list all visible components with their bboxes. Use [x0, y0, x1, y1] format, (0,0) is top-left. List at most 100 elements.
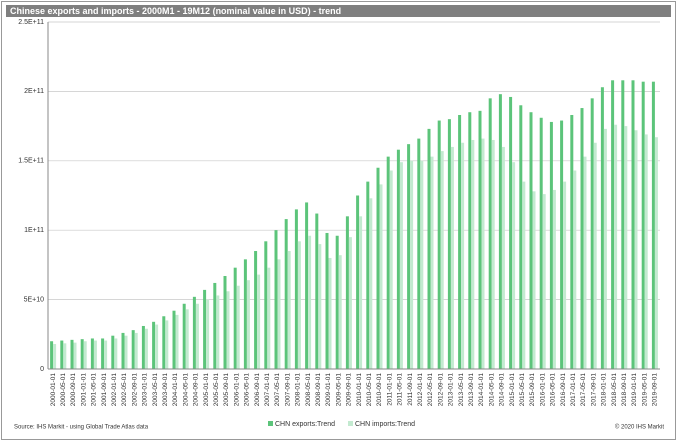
x-tick-label: 2015-01-01: [509, 373, 516, 407]
bar: [529, 112, 533, 369]
bar: [491, 139, 495, 369]
bar: [243, 259, 247, 369]
x-tick-label: 2010-09-01: [376, 373, 383, 407]
x-tick-label: 2003-05-01: [152, 373, 159, 407]
bar: [389, 170, 393, 369]
bar: [101, 338, 105, 369]
bar: [379, 184, 383, 369]
y-tick-label: 0: [40, 366, 44, 373]
bar: [192, 296, 196, 369]
legend-label: CHN imports:Trend: [355, 421, 415, 428]
bar: [501, 146, 505, 369]
x-tick-label: 2000-05-01: [60, 373, 67, 407]
bar: [366, 181, 370, 369]
bar: [461, 142, 465, 369]
bar: [287, 251, 291, 369]
x-tick-label: 2015-09-01: [529, 373, 536, 407]
copyright: © 2020 IHS Markit: [615, 424, 664, 431]
bar: [356, 195, 360, 369]
bar: [277, 259, 281, 369]
bar: [206, 299, 210, 369]
bar: [631, 80, 635, 370]
bar: [246, 280, 250, 369]
x-tick-label: 2010-01-01: [356, 373, 363, 407]
bar: [257, 274, 261, 369]
x-tick-label: 2009-05-01: [335, 373, 342, 407]
x-tick-label: 2002-09-01: [131, 373, 138, 407]
bar: [233, 267, 237, 369]
bar: [308, 235, 312, 369]
x-tick-label: 2004-01-01: [172, 373, 179, 407]
bar: [223, 276, 227, 369]
x-tick-label: 2011-01-01: [386, 373, 393, 406]
x-tick-label: 2012-09-01: [437, 373, 444, 407]
bar: [634, 130, 638, 369]
bar: [111, 335, 115, 369]
bar: [213, 282, 217, 369]
y-tick-label: 2.5E+11: [18, 19, 44, 26]
bar: [542, 194, 546, 369]
x-tick-label: 2001-01-01: [80, 373, 87, 407]
bar: [532, 191, 536, 369]
bar: [53, 344, 57, 369]
bar: [593, 142, 597, 369]
x-tick-label: 2013-05-01: [458, 373, 465, 407]
bar: [410, 160, 414, 369]
legend-swatch: [348, 421, 353, 426]
bar: [80, 339, 84, 369]
bar: [104, 340, 108, 369]
x-tick-label: 2006-05-01: [244, 373, 251, 407]
bar: [644, 134, 648, 369]
x-tick-label: 2016-05-01: [550, 373, 557, 407]
bar: [226, 291, 230, 369]
x-tick-label: 2018-05-01: [611, 373, 618, 407]
bar: [522, 181, 526, 369]
bar: [590, 98, 594, 369]
x-tick-label: 2019-01-01: [631, 373, 638, 407]
x-tick-label: 2002-01-01: [111, 373, 118, 407]
bar: [471, 139, 475, 369]
bar: [570, 114, 574, 369]
bar: [60, 340, 64, 369]
bar: [162, 316, 166, 369]
bar: [254, 251, 258, 369]
x-tick-label: 2003-01-01: [142, 373, 149, 407]
bar: [427, 128, 431, 369]
bar: [539, 117, 543, 369]
bar: [447, 119, 451, 369]
bar: [488, 98, 492, 369]
y-tick-label: 2E+11: [24, 88, 44, 95]
legend-label: CHN exports:Trend: [275, 421, 335, 428]
bar: [50, 341, 54, 369]
x-tick-label: 2010-05-01: [366, 373, 373, 407]
bar: [611, 80, 615, 370]
bar: [141, 325, 145, 369]
bar: [73, 342, 77, 369]
bar: [440, 151, 444, 369]
y-tick-label: 1.5E+11: [18, 158, 44, 165]
bar: [437, 120, 441, 369]
bar: [420, 160, 424, 369]
x-tick-label: 2017-01-01: [570, 373, 577, 407]
bar: [318, 244, 322, 369]
bar: [600, 87, 604, 370]
x-tick-label: 2019-09-01: [652, 373, 659, 407]
title-bar: [6, 5, 671, 17]
bar: [274, 230, 278, 369]
bar: [478, 110, 482, 369]
bar: [641, 81, 645, 370]
x-tick-label: 2008-05-01: [305, 373, 312, 407]
x-tick-label: 2001-09-01: [101, 373, 108, 407]
bar: [603, 128, 607, 369]
bar: [70, 339, 74, 369]
bar: [328, 257, 332, 369]
bar: [396, 149, 400, 369]
bar: [417, 138, 421, 369]
bar: [172, 310, 176, 369]
x-tick-label: 2014-01-01: [478, 373, 485, 407]
x-tick-label: 2007-01-01: [264, 373, 271, 407]
x-tick-label: 2016-09-01: [560, 373, 567, 407]
bar: [519, 105, 523, 369]
chart-title: Chinese exports and imports - 2000M1 - 1…: [10, 6, 341, 16]
